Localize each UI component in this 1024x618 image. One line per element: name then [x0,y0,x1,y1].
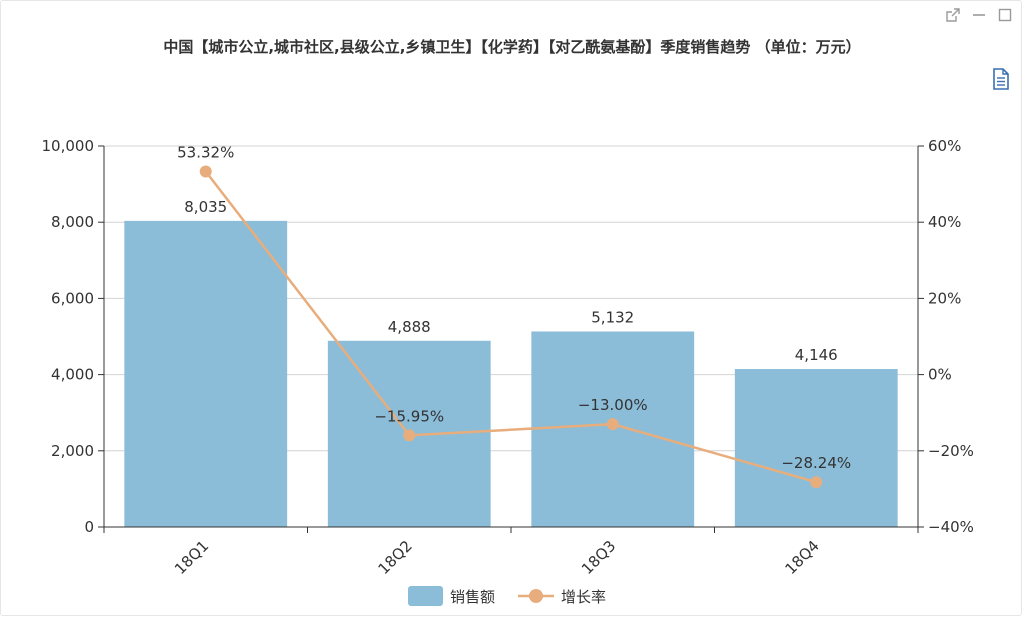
legend-bar-label[interactable]: 销售额 [450,588,495,606]
growth-rate-point[interactable] [606,418,619,431]
bar[interactable] [734,369,898,527]
right-axis-tick-label: 0% [928,366,952,384]
growth-rate-point[interactable] [199,165,212,178]
right-axis-tick-label: −40% [928,518,974,536]
bar-value-label: 4,888 [388,318,431,336]
growth-rate-point[interactable] [810,476,823,489]
chart-title: 中国【城市公立,城市社区,县级公立,乡镇卫生】【化学药】【对乙酰氨基酚】季度销售… [163,38,861,56]
bar[interactable] [124,220,288,527]
left-axis-tick-label: 0 [84,518,94,536]
minimize-icon[interactable] [970,6,988,24]
x-axis-category-label: 18Q4 [781,537,822,578]
x-axis-category-label: 18Q3 [578,537,619,578]
growth-rate-label: −13.00% [578,396,648,414]
growth-rate-label: −28.24% [781,454,851,472]
left-axis-tick-label: 6,000 [51,289,94,307]
left-axis-tick-label: 10,000 [42,137,95,155]
legend-line-marker [529,589,543,603]
bar-value-label: 8,035 [184,198,227,216]
left-axis-tick-label: 8,000 [51,213,94,231]
growth-rate-line [204,170,817,484]
external-link-icon[interactable] [944,6,962,24]
maximize-icon[interactable] [996,6,1014,24]
legend-line-label[interactable]: 增长率 [561,588,606,606]
growth-rate-label: 53.32% [177,143,234,161]
right-axis-tick-label: 60% [928,137,961,155]
bar-value-label: 4,146 [795,346,838,364]
window-toolbar [944,6,1014,24]
x-axis-category-label: 18Q2 [374,537,415,578]
left-axis-tick-label: 4,000 [51,366,94,384]
legend-bar-swatch[interactable] [408,586,443,606]
bar-value-label: 5,132 [591,308,634,326]
right-axis-tick-label: −20% [928,442,974,460]
growth-rate-point[interactable] [403,429,416,442]
right-axis-tick-label: 20% [928,289,961,307]
x-axis-category-label: 18Q1 [171,537,212,578]
document-icon[interactable] [992,68,1012,90]
left-axis-tick-label: 2,000 [51,442,94,460]
growth-rate-label: −15.95% [374,407,444,425]
right-axis-tick-label: 40% [928,213,961,231]
